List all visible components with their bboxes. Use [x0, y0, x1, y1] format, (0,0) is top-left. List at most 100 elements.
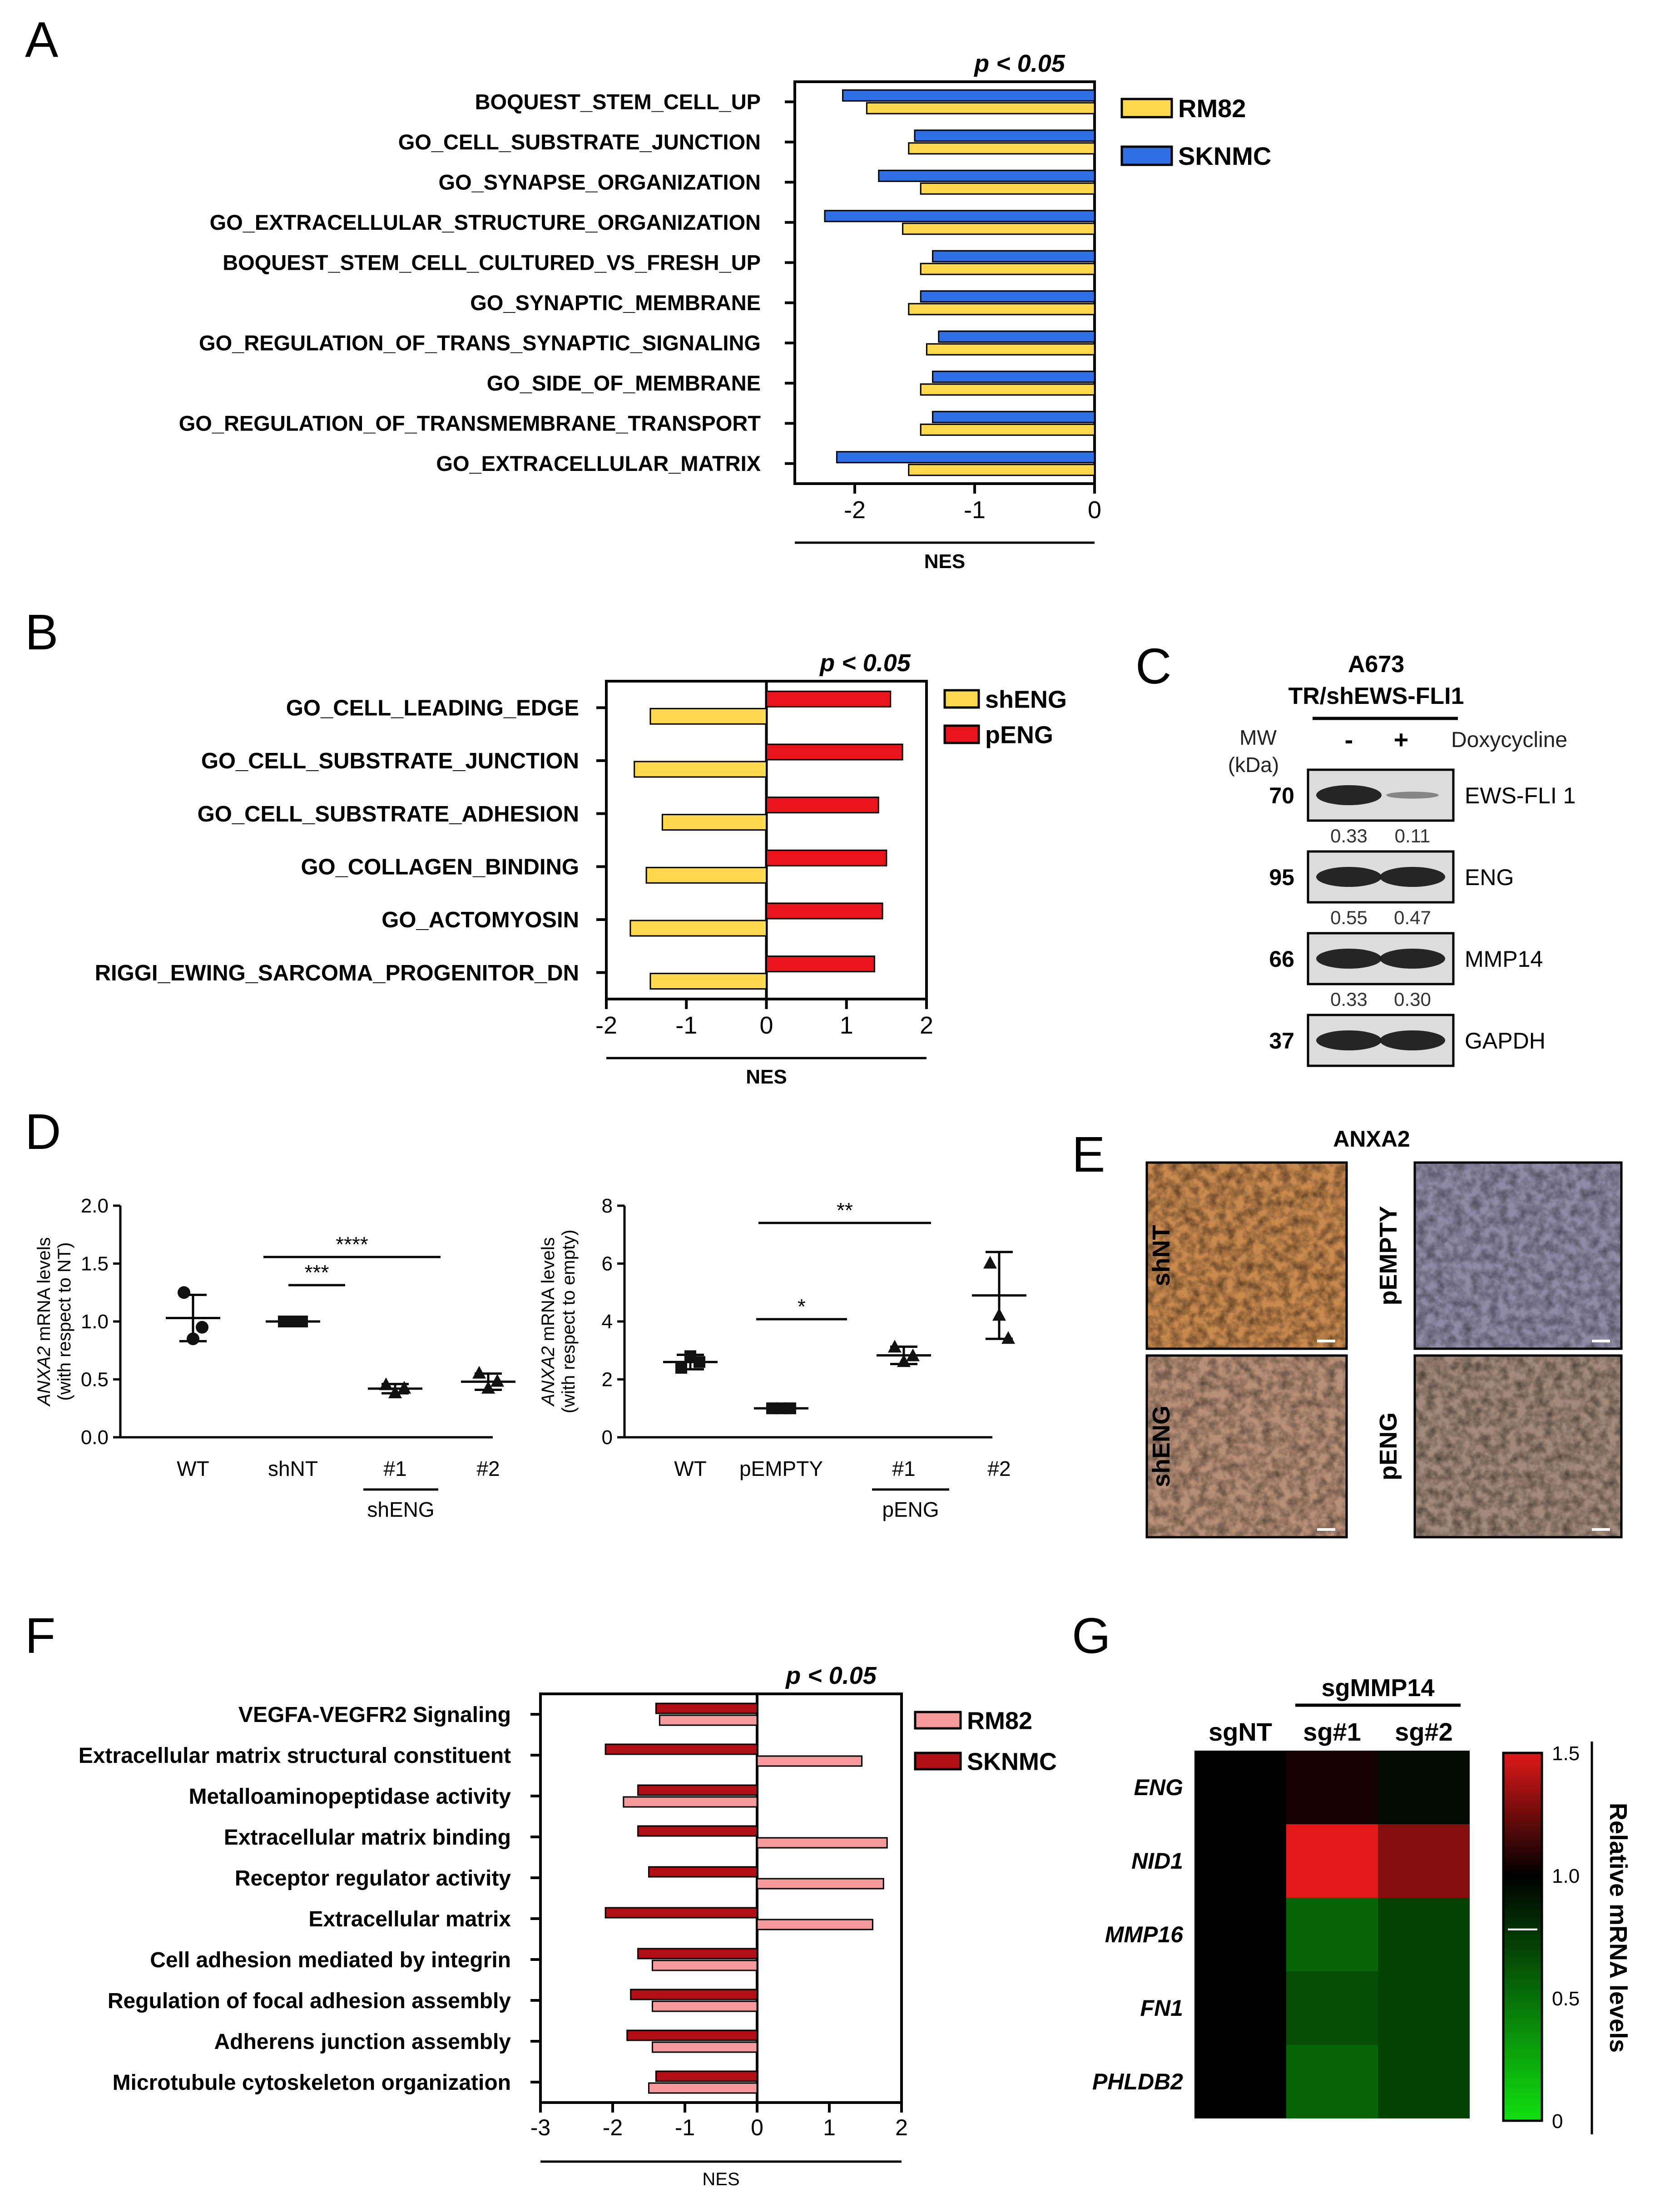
heatmap-row-label: ENG [1134, 1775, 1183, 1800]
legend-label: RM82 [967, 1707, 1032, 1734]
heatmap-row-label: PHLDB2 [1092, 2069, 1183, 2094]
blot-title-construct: TR/shEWS-FLI1 [1288, 683, 1464, 709]
bar-sheng [661, 814, 767, 831]
significance-label: * [798, 1295, 806, 1318]
chart-title: p < 0.05 [973, 50, 1065, 77]
heatmap-cell [1194, 1898, 1286, 1971]
heatmap-panel-g: ENG NID1 MMP16 FN1 PHLDB2 sgNT sg#1 sg#2 sgMMP14… [1092, 1674, 1632, 2134]
category-label: Cell adhesion mediated by integrin [150, 1948, 511, 1972]
panel-letter-a: A [25, 12, 59, 68]
x-tick-label: WT [674, 1457, 707, 1480]
colorbar-tick-label: 1.5 [1552, 1742, 1580, 1765]
x-tick-label: -2 [844, 496, 866, 524]
colorbar [1502, 1752, 1543, 2122]
ihc-label-sheng: shENG [1148, 1405, 1175, 1487]
legend-swatch-sknmc [1120, 145, 1173, 166]
blot-band [1316, 949, 1382, 969]
heatmap-cell [1378, 1898, 1470, 1971]
category-label: GO_EXTRACELLULAR_MATRIX [436, 451, 761, 475]
y-axis-label-2: (with respect to NT) [55, 1242, 74, 1401]
data-point [1001, 1331, 1015, 1344]
data-point [196, 1321, 208, 1334]
chart-panel-d-right: 0 2 4 6 8 ANXA2 mRNA levels (with respect to e… [538, 1195, 1026, 1521]
heatmap-row-label: FN1 [1140, 1995, 1183, 2021]
category-label: GO_CELL_SUBSTRATE_JUNCTION [398, 130, 761, 154]
data-point [397, 1381, 411, 1394]
heatmap-cell [1194, 1824, 1286, 1898]
category-label: GO_SIDE_OF_MEMBRANE [487, 371, 761, 395]
data-point [784, 1402, 796, 1415]
bar-sknmc [836, 451, 1095, 464]
bar-sheng [629, 920, 767, 937]
y-tick-label: 0 [602, 1426, 613, 1449]
y-tick-label: 1.5 [81, 1253, 109, 1275]
x-tick-label: -3 [530, 2115, 550, 2140]
heatmap-cell [1378, 1824, 1470, 1898]
plot-frame [539, 1692, 903, 2104]
bar-sknmc [648, 1866, 758, 1878]
scale-bar [1317, 1528, 1335, 1531]
ihc-image-sheng [1145, 1354, 1348, 1539]
category-label: BOQUEST_STEM_CELL_UP [475, 90, 761, 114]
bar-rm82 [908, 142, 1095, 155]
x-axis-label: NES [702, 2169, 739, 2189]
y-label-gene: ANXA2 [34, 1346, 54, 1406]
blot-band [1316, 785, 1382, 805]
blot-band [1380, 867, 1445, 887]
x-tick-label: -1 [675, 2115, 695, 2140]
bar-rm82 [920, 383, 1095, 396]
category-label: Receptor regulator activity [235, 1866, 511, 1890]
legend-label: shENG [985, 686, 1067, 713]
colorbar-tick-label: 1.0 [1552, 1865, 1580, 1887]
heatmap-cell [1286, 1824, 1378, 1898]
y-tick-label: 6 [602, 1253, 613, 1275]
panel-letter-g: G [1072, 1608, 1111, 1664]
data-point [888, 1340, 902, 1353]
y-axis-label: ANXA2 mRNA levels [34, 1237, 54, 1406]
bar-sknmc [824, 210, 1095, 223]
bar-sknmc [637, 1948, 758, 1960]
ihc-image-peng [1413, 1354, 1623, 1539]
group-label: pENG [882, 1498, 939, 1521]
chart-title: p < 0.05 [819, 649, 911, 677]
x-tick-label: #2 [476, 1457, 500, 1480]
heatmap-cell [1194, 1751, 1286, 1824]
x-tick-label: 1 [823, 2115, 836, 2140]
blot-title-cell-line: A673 [1348, 651, 1404, 678]
legend-swatch-rm82 [914, 1711, 962, 1730]
bar-rm82 [908, 464, 1095, 476]
colorbar-label: Relative mRNA levels [1605, 1803, 1632, 2053]
colorbar-tick-label: 0.5 [1552, 1988, 1580, 2010]
y-axis-label: ANXA2 mRNA levels [538, 1237, 558, 1406]
data-point [897, 1354, 911, 1367]
significance-label: *** [305, 1261, 329, 1284]
ihc-panel-e: ANXA2 shNT pEMPTY shENG pENG [1145, 1126, 1623, 1539]
bar-rm82 [920, 182, 1095, 195]
legend-label: SKNMC [967, 1748, 1057, 1775]
legend-label: pENG [985, 721, 1053, 748]
y-tick-label: 2.0 [81, 1195, 109, 1217]
legend-label: SKNMC [1178, 142, 1271, 170]
ihc-image-pempty [1413, 1161, 1623, 1350]
x-axis-label: NES [924, 550, 965, 573]
bar-peng [766, 743, 903, 761]
heatmap-title: sgMMP14 [1321, 1674, 1434, 1702]
legend-label: RM82 [1178, 94, 1246, 123]
blot-mw-unit: (kDa) [1228, 753, 1279, 777]
western-blot-panel-c: A673 TR/shEWS-FLI1 MW (kDa) - + Doxycycl… [1228, 651, 1576, 1067]
bar-sknmc [605, 1743, 758, 1755]
heatmap-cell [1286, 2045, 1378, 2118]
chart-panel-d-left: 0.0 0.5 1.0 1.5 2.0 ANXA2 mRNA levels (with re… [34, 1195, 515, 1521]
y-label-gene: ANXA2 [538, 1346, 558, 1406]
category-label: BOQUEST_STEM_CELL_CULTURED_VS_FRESH_UP [223, 251, 761, 275]
bar-rm82 [756, 1878, 884, 1890]
blot-mw: 37 [1269, 1028, 1294, 1054]
bar-rm82 [756, 1919, 873, 1930]
blot-quant: 0.55 [1330, 907, 1368, 928]
x-tick-label: 2 [895, 2115, 908, 2140]
y-tick-label: 2 [602, 1369, 613, 1391]
bar-rm82 [908, 303, 1095, 316]
blot-mw: 70 [1269, 783, 1294, 808]
y-tick-label: 0.0 [81, 1426, 109, 1449]
heatmap-column-label: sg#1 [1303, 1717, 1361, 1746]
